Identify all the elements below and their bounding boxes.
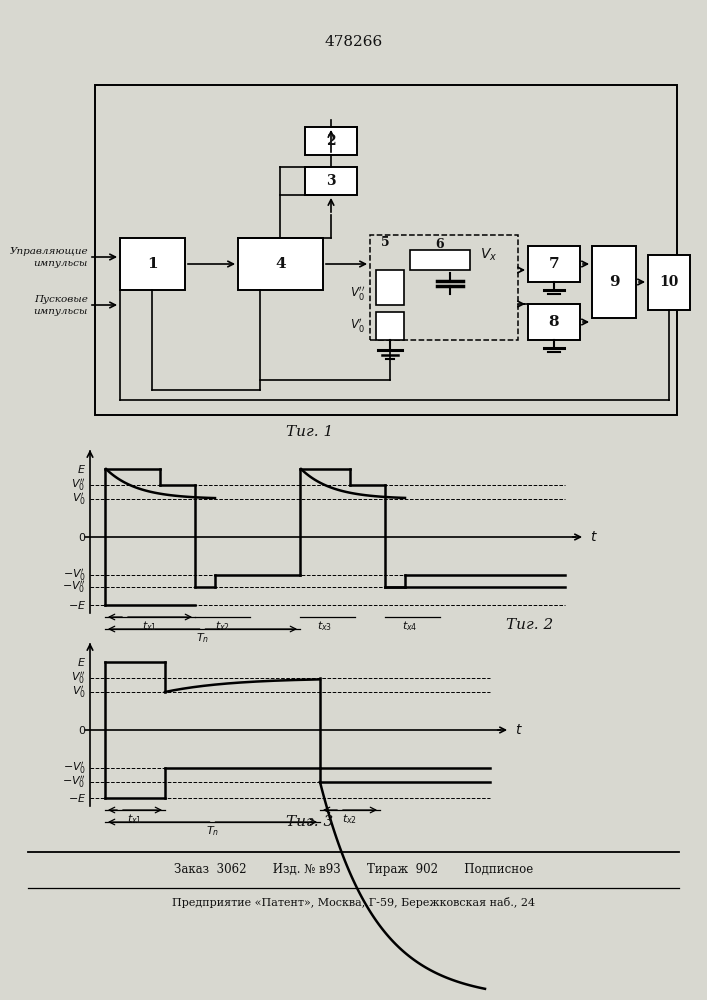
Text: $t_{x1}$: $t_{x1}$ (127, 812, 143, 826)
Text: $T_n$: $T_n$ (206, 824, 219, 838)
Text: 7: 7 (549, 257, 559, 271)
Text: $t_{x2}$: $t_{x2}$ (216, 619, 230, 633)
Bar (305, 127, 357, 155)
Text: $t_{x2}$: $t_{x2}$ (342, 812, 358, 826)
Text: Τиг. 2: Τиг. 2 (506, 618, 554, 632)
Text: $t_{x1}$: $t_{x1}$ (142, 619, 158, 633)
Bar (305, 167, 357, 195)
Text: $-V_0'$: $-V_0'$ (63, 567, 86, 583)
Text: $V_0''$: $V_0''$ (350, 284, 365, 302)
Text: $V_x$: $V_x$ (480, 247, 497, 263)
Text: $V_0'$: $V_0'$ (72, 491, 86, 507)
Text: 4: 4 (275, 257, 286, 271)
Text: Предприятие «Патент», Москва, Г-59, Бережковская наб., 24: Предприятие «Патент», Москва, Г-59, Бере… (173, 896, 536, 908)
Bar (120, 238, 185, 290)
Text: 1: 1 (147, 257, 158, 271)
Text: $V_0''$: $V_0''$ (71, 670, 86, 686)
Text: $0$: $0$ (78, 531, 86, 543)
Text: 478266: 478266 (325, 35, 383, 49)
Bar (528, 304, 580, 340)
Text: импульсы: импульсы (34, 306, 88, 316)
Text: $T_n$: $T_n$ (196, 631, 209, 645)
Text: 9: 9 (609, 275, 619, 289)
Text: Τиг. 3: Τиг. 3 (286, 815, 334, 829)
Text: 3: 3 (326, 174, 336, 188)
Text: $-E$: $-E$ (68, 792, 86, 804)
Text: импульсы: импульсы (34, 258, 88, 267)
Text: Пусковые: Пусковые (34, 296, 88, 304)
Text: 5: 5 (380, 236, 390, 249)
Bar (376, 270, 404, 305)
Text: $0$: $0$ (78, 724, 86, 736)
Text: $V_0''$: $V_0''$ (71, 477, 86, 493)
Text: $V_0'$: $V_0'$ (351, 316, 365, 334)
Text: $t_{x4}$: $t_{x4}$ (402, 619, 418, 633)
Text: 2: 2 (326, 134, 336, 148)
Text: $V_0'$: $V_0'$ (72, 684, 86, 700)
Bar (376, 312, 404, 340)
Text: 10: 10 (660, 275, 679, 290)
Text: $-E$: $-E$ (68, 599, 86, 611)
Text: 8: 8 (549, 315, 559, 329)
Text: $t$: $t$ (515, 723, 523, 737)
Text: $t_{x3}$: $t_{x3}$ (317, 619, 332, 633)
Bar (238, 238, 323, 290)
Text: $E$: $E$ (77, 656, 86, 668)
Text: 6: 6 (436, 238, 444, 251)
Bar (410, 250, 470, 270)
Text: $-V_0''$: $-V_0''$ (62, 774, 86, 790)
Bar (528, 246, 580, 282)
Bar (95, 85, 677, 415)
Bar (648, 255, 690, 310)
Bar (370, 235, 518, 340)
Text: Заказ  3062       Изд. № в93       Тираж  902       Подписное: Заказ 3062 Изд. № в93 Тираж 902 Подписно… (175, 863, 534, 876)
Bar (592, 246, 636, 318)
Text: $-V_0''$: $-V_0''$ (62, 579, 86, 595)
Text: $-V_0'$: $-V_0'$ (63, 760, 86, 776)
Text: Управляющие: Управляющие (9, 247, 88, 256)
Text: $E$: $E$ (77, 463, 86, 475)
Text: $t$: $t$ (590, 530, 598, 544)
Text: Τиг. 1: Τиг. 1 (286, 425, 334, 439)
